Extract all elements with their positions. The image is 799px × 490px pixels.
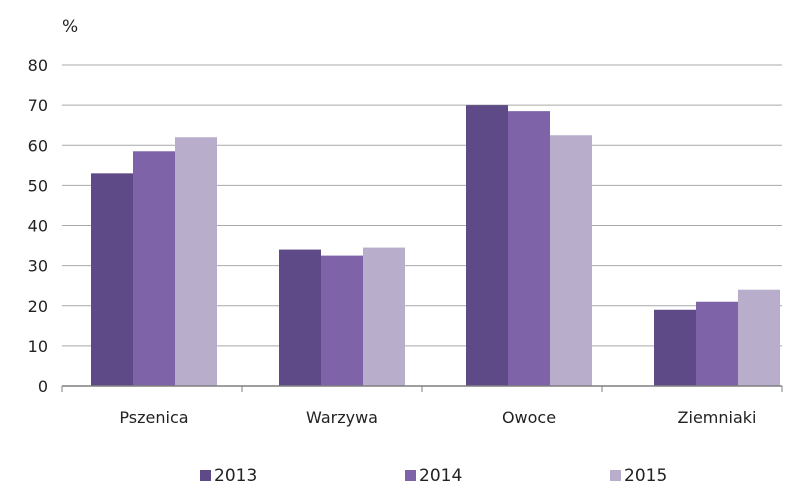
bar-2014-warzywa	[321, 255, 363, 386]
y-tick-label: 0	[38, 377, 48, 396]
bar-2013-warzywa	[279, 249, 321, 386]
y-tick-label: 20	[28, 297, 48, 316]
y-tick-label: 70	[28, 96, 48, 115]
y-tick-label: 50	[28, 176, 48, 195]
bar-2015-owoce	[550, 135, 592, 386]
legend-label: 2015	[624, 466, 667, 486]
legend-swatch-2013	[200, 470, 211, 481]
y-tick-label: 60	[28, 136, 48, 155]
bar-2014-owoce	[508, 111, 550, 387]
y-tick-label: 40	[28, 217, 48, 236]
x-tick-label: Pszenica	[119, 408, 188, 427]
x-axis: Pszenica Warzywa Owoce Ziemniaki	[61, 385, 783, 427]
y-axis-unit-label: %	[62, 17, 78, 37]
y-tick-label: 30	[28, 257, 48, 276]
y-tick-label: 10	[28, 337, 48, 356]
bar-2015-ziemniaki	[738, 289, 780, 386]
legend-label: 2013	[214, 466, 257, 486]
bar-2014-pszenica	[133, 151, 175, 386]
bar-2015-pszenica	[175, 137, 217, 386]
legend-label: 2014	[419, 466, 462, 486]
bars	[91, 105, 780, 387]
bar-2013-ziemniaki	[654, 309, 696, 386]
x-tick-label: Ziemniaki	[678, 408, 757, 427]
bar-2013-owoce	[466, 105, 508, 386]
legend-swatch-2014	[405, 470, 416, 481]
legend: 2013 2014 2015	[200, 466, 667, 486]
y-tick-label: 80	[28, 56, 48, 75]
bar-2015-warzywa	[363, 247, 405, 386]
bar-2013-pszenica	[91, 173, 133, 386]
legend-swatch-2015	[610, 470, 621, 481]
bar-2014-ziemniaki	[696, 301, 738, 386]
x-tick-label: Warzywa	[306, 408, 378, 427]
y-axis-ticks: 0 10 20 30 40 50 60 70 80	[28, 56, 48, 396]
x-tick-label: Owoce	[502, 408, 556, 427]
